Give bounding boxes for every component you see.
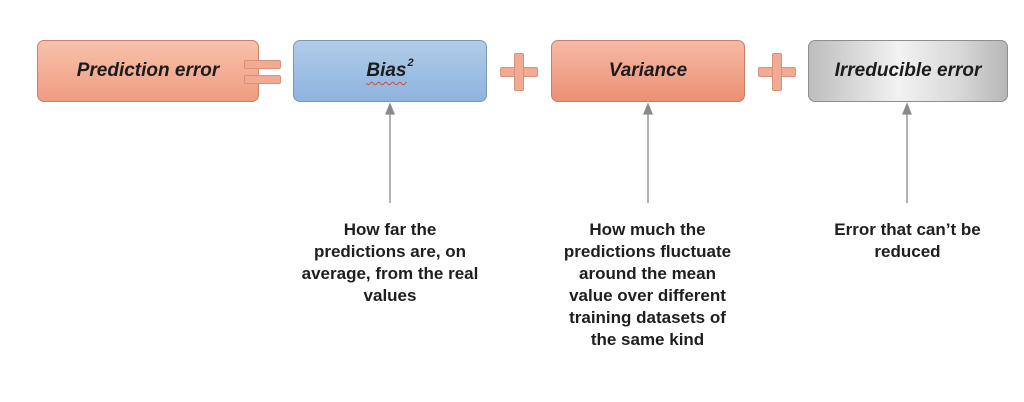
variance-box: Variance xyxy=(551,40,745,102)
variance-label: Variance xyxy=(608,60,688,81)
bias-arrowhead xyxy=(385,102,395,115)
prediction-error-box: Prediction error xyxy=(37,40,259,102)
bias-box: Bias 2 xyxy=(293,40,487,102)
variance-caption: How much the predictions fluctuate aroun… xyxy=(563,220,732,349)
irreducible-caption: Error that can’t be reduced xyxy=(834,220,981,261)
prediction-error-label: Prediction error xyxy=(76,60,220,81)
bias-label: Bias xyxy=(366,60,407,81)
irreducible-arrowhead xyxy=(902,102,912,115)
irreducible-error-label: Irreducible error xyxy=(834,60,982,81)
variance-arrowhead xyxy=(643,102,653,115)
irreducible-error-box: Irreducible error xyxy=(808,40,1008,102)
bias-superscript: 2 xyxy=(407,57,414,69)
bias-caption: How far the predictions are, on average,… xyxy=(301,220,479,305)
